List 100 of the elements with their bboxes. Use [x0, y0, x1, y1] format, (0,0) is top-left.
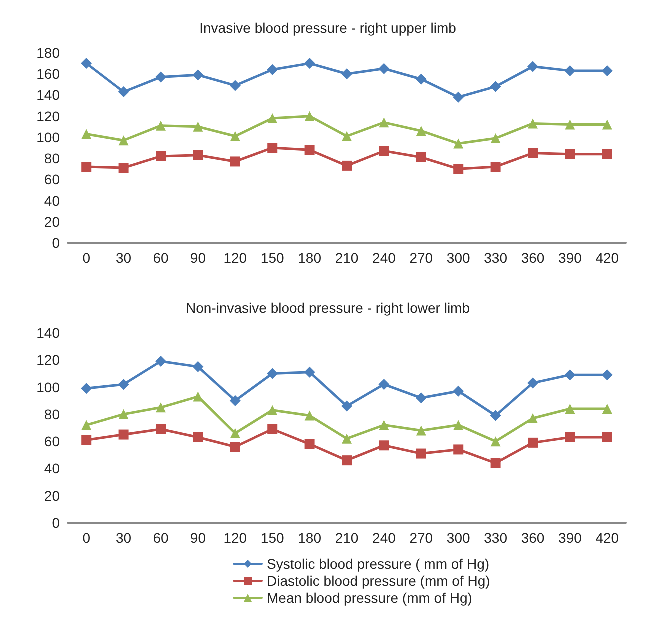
point	[602, 149, 612, 160]
x-tick-label: 420	[596, 530, 620, 546]
y-tick-label: 140	[36, 87, 60, 104]
point	[82, 435, 92, 446]
point	[528, 148, 538, 158]
point	[156, 356, 166, 367]
point	[602, 65, 613, 76]
y-tick-label: 120	[36, 108, 60, 124]
point	[193, 432, 204, 442]
x-tick-label: 180	[298, 530, 322, 546]
point	[602, 432, 612, 442]
point	[416, 152, 426, 162]
point	[193, 122, 204, 132]
point	[528, 414, 538, 424]
legend-label: Mean blood pressure (mm of Hg)	[267, 590, 472, 606]
x-tick-label: 60	[153, 250, 169, 266]
point	[416, 74, 427, 85]
y-tick-label: 20	[44, 488, 60, 504]
point	[453, 386, 464, 397]
point	[193, 392, 204, 402]
point	[602, 404, 612, 414]
x-tick-label: 210	[335, 530, 359, 546]
point	[192, 70, 204, 81]
x-tick-label: 360	[521, 530, 545, 546]
y-tick-label: 80	[44, 406, 60, 422]
point	[156, 120, 166, 131]
point	[379, 146, 390, 156]
point	[602, 120, 612, 130]
x-tick-label: 150	[260, 530, 284, 546]
point	[268, 143, 278, 153]
point	[342, 434, 352, 444]
point	[379, 420, 390, 430]
x-tick-label: 0	[82, 250, 91, 266]
point	[304, 58, 316, 70]
point	[379, 440, 390, 451]
x-tick-label: 300	[446, 250, 470, 266]
point	[193, 150, 204, 160]
x-tick-label: 390	[558, 250, 582, 266]
point	[454, 444, 464, 455]
legend-label: Systolic blood pressure ( mm of Hg)	[267, 556, 490, 572]
point	[416, 448, 426, 459]
x-tick-label: 390	[558, 530, 582, 546]
y-tick-label: 60	[44, 434, 60, 450]
point	[230, 395, 241, 406]
point	[378, 379, 390, 390]
y-tick-label: 60	[44, 172, 60, 188]
point	[342, 160, 352, 171]
point	[81, 58, 92, 70]
y-tick-label: 160	[36, 66, 60, 82]
x-tick-label: 30	[116, 530, 132, 546]
x-tick-label: 420	[596, 250, 620, 266]
chart-title: Non-invasive blood pressure - right lower limb	[186, 300, 470, 316]
point	[230, 428, 240, 438]
x-tick-label: 240	[372, 530, 396, 546]
point	[268, 424, 278, 434]
point	[118, 409, 129, 420]
x-tick-label: 30	[116, 250, 132, 266]
point	[118, 430, 129, 440]
point	[528, 118, 538, 129]
point	[490, 410, 502, 422]
y-tick-label: 120	[36, 352, 60, 368]
point	[528, 438, 538, 448]
point	[230, 80, 241, 92]
x-tick-label: 360	[521, 250, 545, 266]
chart-title: Invasive blood pressure - right upper limb	[200, 20, 457, 36]
y-tick-label: 20	[44, 214, 60, 230]
point	[490, 162, 501, 172]
y-tick-label: 80	[44, 150, 60, 167]
x-tick-label: 330	[484, 250, 508, 266]
point	[564, 370, 576, 381]
point	[602, 370, 613, 381]
point	[454, 164, 464, 174]
point	[118, 86, 130, 98]
point	[565, 149, 576, 160]
x-tick-label: 90	[190, 250, 206, 266]
point	[490, 134, 501, 144]
x-tick-label: 150	[260, 250, 284, 266]
point	[268, 113, 278, 124]
point	[564, 65, 576, 76]
y-tick-label: 0	[52, 515, 60, 531]
point	[304, 410, 315, 421]
point	[81, 383, 92, 394]
x-tick-label: 270	[410, 530, 434, 546]
point	[342, 456, 352, 466]
x-tick-label: 210	[335, 250, 359, 266]
point	[156, 424, 166, 434]
point	[378, 63, 390, 74]
x-tick-label: 270	[410, 250, 434, 266]
y-tick-label: 140	[36, 325, 60, 341]
x-tick-label: 120	[224, 250, 248, 266]
point	[490, 436, 501, 447]
point	[490, 81, 502, 92]
x-tick-label: 180	[298, 250, 322, 266]
point	[565, 120, 576, 130]
point	[156, 72, 166, 83]
y-tick-label: 100	[36, 129, 60, 146]
point	[379, 118, 390, 128]
point	[118, 379, 130, 390]
x-tick-label: 0	[82, 530, 91, 546]
point	[453, 92, 464, 103]
